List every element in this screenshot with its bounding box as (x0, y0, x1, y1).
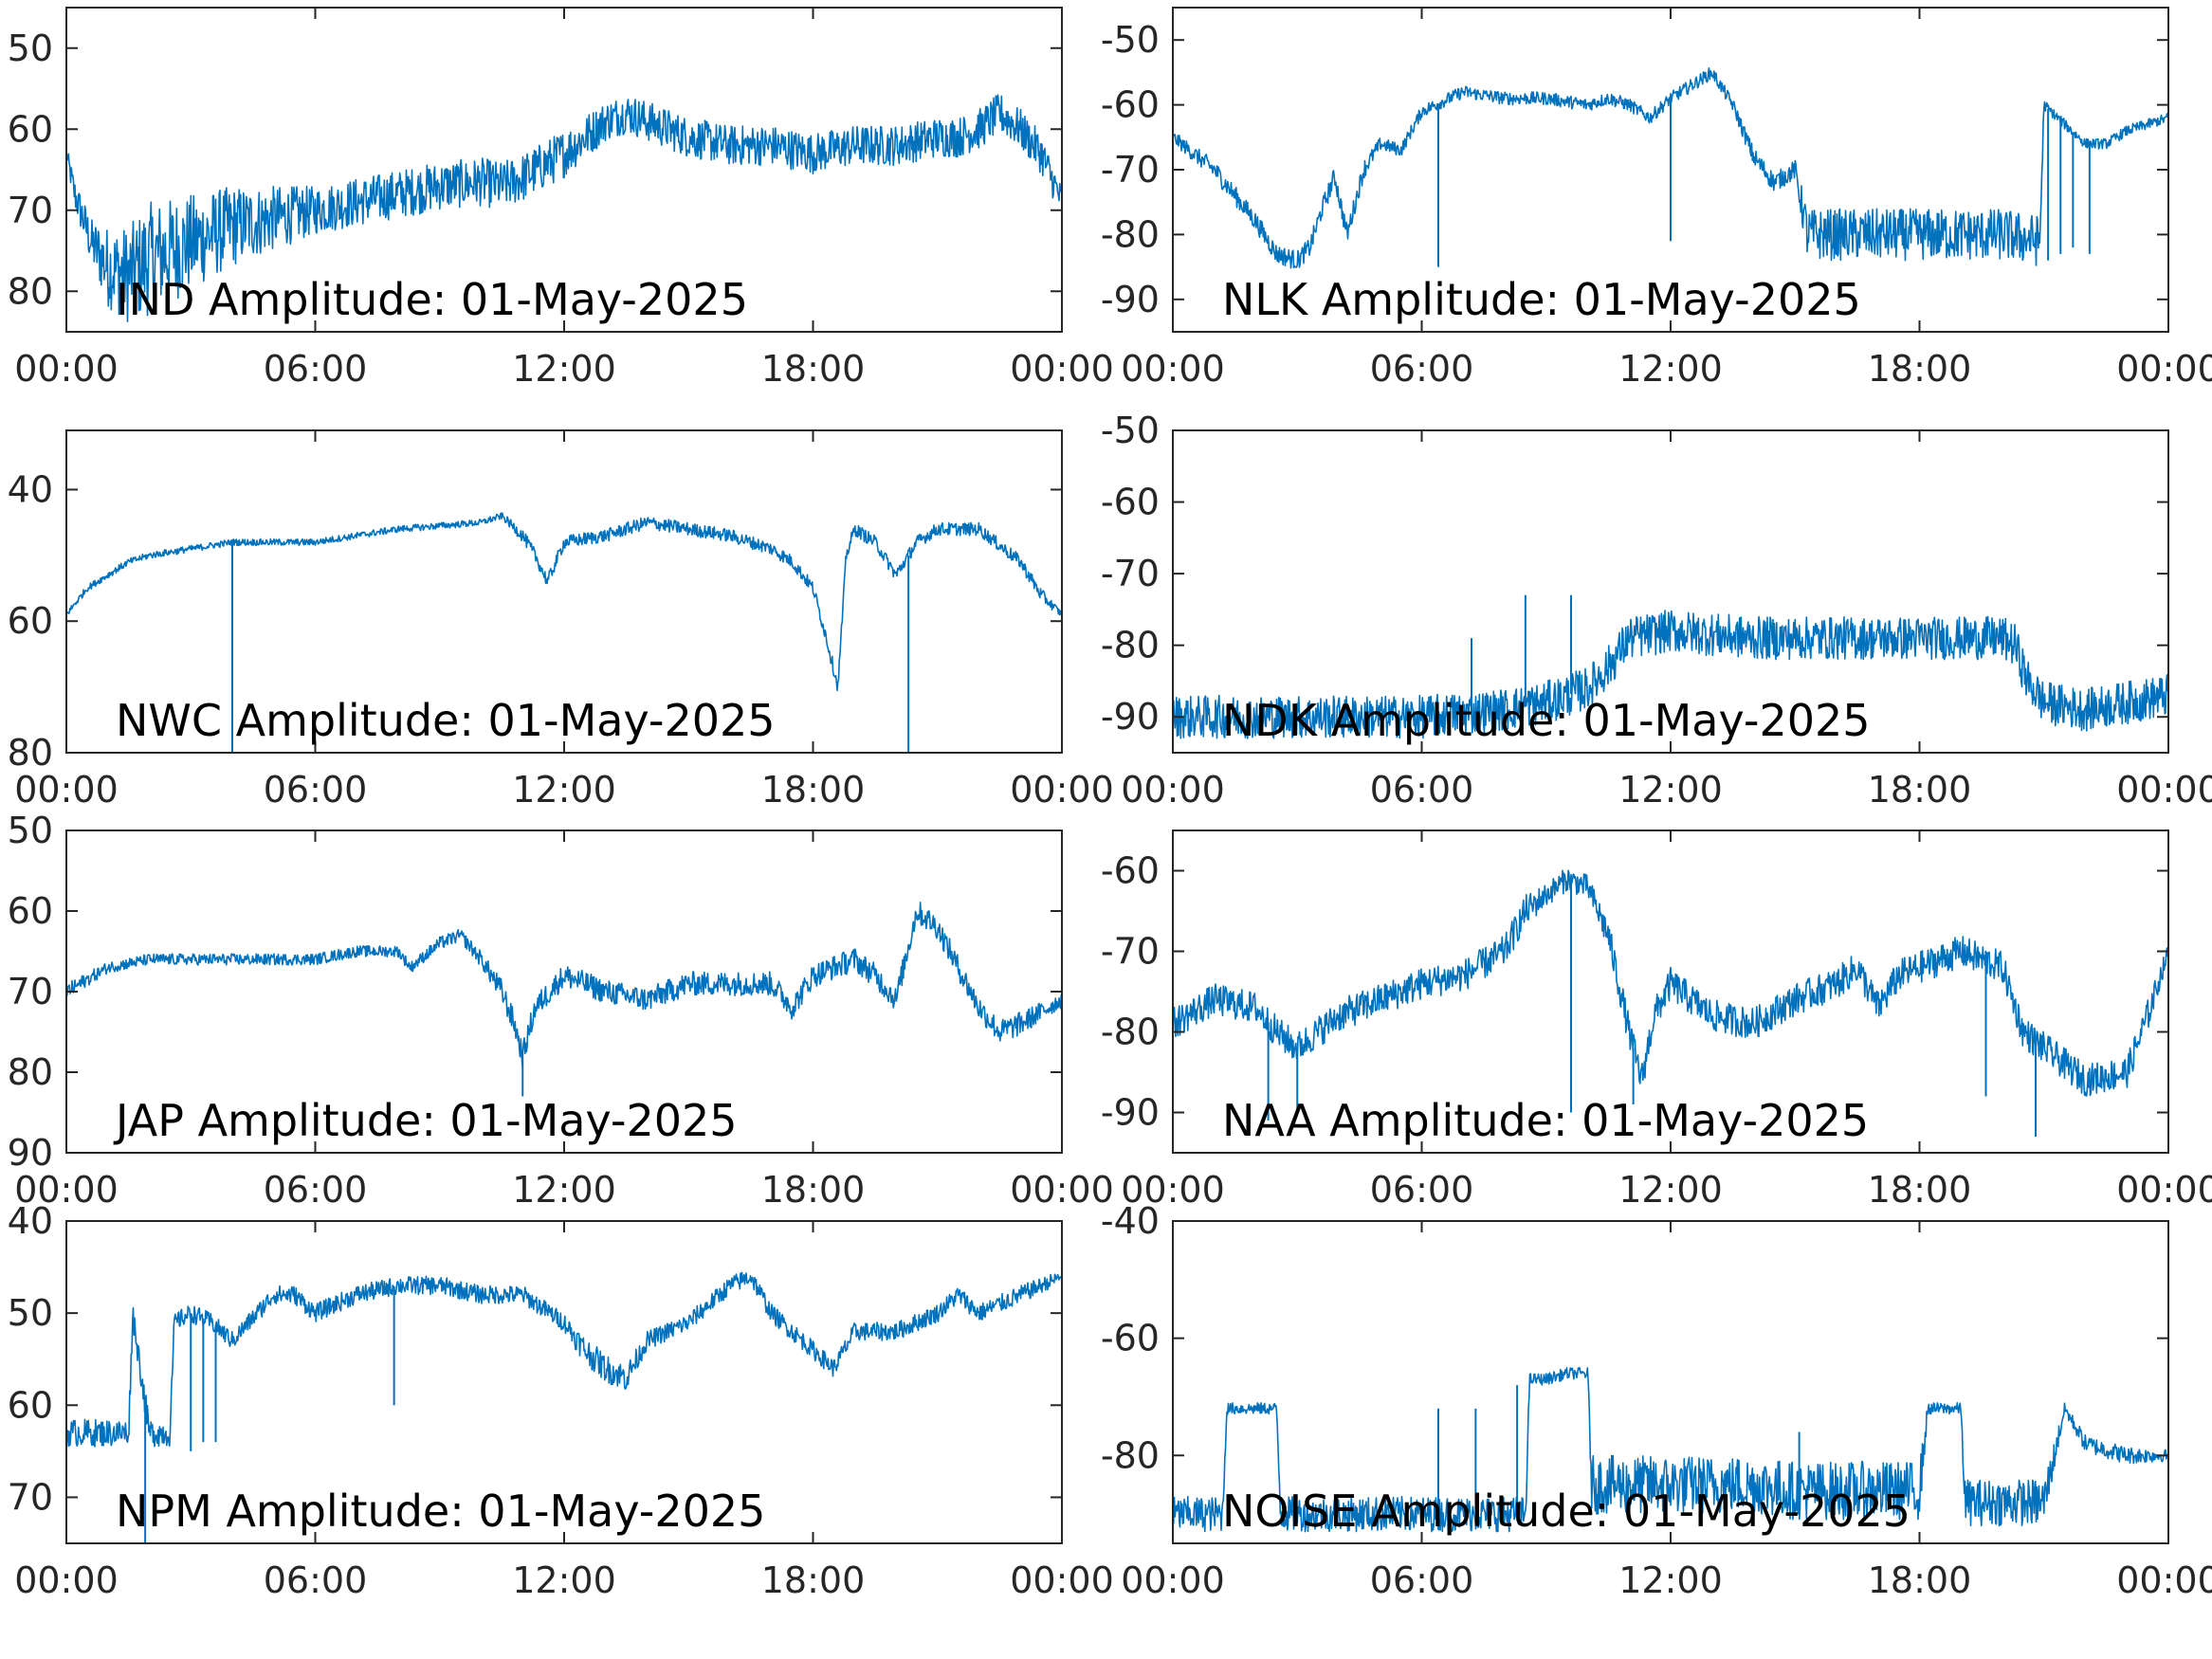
y-tick-label: -80 (1101, 213, 1160, 255)
subplot-title: NPM Amplitude: 01-May-2025 (116, 1486, 765, 1537)
subplot-4: 00:00 06:00 12:00 18:00 00:00 -50 -60 -70 -80 -90… (1101, 410, 2212, 811)
y-tick-label: -70 (1101, 553, 1160, 594)
y-tick-label: -70 (1101, 149, 1160, 191)
x-tick-label: 00:00 (1010, 1169, 1114, 1211)
x-tick-label: 00:00 (2116, 769, 2212, 811)
x-tick-label: 18:00 (1868, 769, 1972, 811)
subplot-1: 00:00 06:00 12:00 18:00 00:00 50 60 70 80 IND Amp… (8, 7, 1114, 390)
amplitude-trace (66, 512, 1062, 692)
x-tick-label: 06:00 (1370, 1169, 1474, 1211)
subplot-title: NWC Amplitude: 01-May-2025 (116, 695, 776, 746)
x-tick-label: 00:00 (1121, 769, 1225, 811)
x-tick-label: 06:00 (1370, 769, 1474, 811)
y-tick-label: 60 (8, 890, 53, 932)
x-tick-label: 00:00 (14, 769, 119, 811)
y-tick-label: 50 (8, 1292, 53, 1334)
x-tick-label: 12:00 (1618, 1169, 1723, 1211)
y-tick-label: 80 (8, 1051, 53, 1093)
x-tick-label: 00:00 (14, 1559, 119, 1601)
subplot-6: 00:00 06:00 12:00 18:00 00:00 -60 -70 -80 -90 NAA… (1101, 830, 2212, 1211)
amplitude-trace (1173, 610, 2168, 739)
y-tick-label: 40 (8, 1200, 53, 1242)
x-tick-label: 00:00 (1010, 1559, 1114, 1601)
y-tick-label: -90 (1101, 279, 1160, 320)
x-tick-label: 00:00 (1121, 348, 1225, 390)
subplot-3: 00:00 06:00 12:00 18:00 00:00 40 60 80 NWC Ampli… (8, 429, 1114, 811)
amplitude-trace (66, 94, 1062, 322)
y-tick-label: 80 (8, 732, 53, 774)
amplitude-trace (66, 1271, 1062, 1448)
y-tick-label: 70 (8, 1476, 53, 1518)
y-tick-label: 80 (8, 270, 53, 312)
x-tick-label: 00:00 (1121, 1559, 1225, 1601)
x-tick-label: 18:00 (1868, 348, 1972, 390)
y-tick-label: -60 (1101, 84, 1160, 126)
subplot-5: 00:00 06:00 12:00 18:00 00:00 50 60 70 80 90 JAP A… (8, 810, 1114, 1211)
x-tick-label: 00:00 (1121, 1169, 1225, 1211)
x-tick-label: 12:00 (512, 1169, 616, 1211)
amplitude-trace (1173, 1366, 2168, 1533)
x-tick-label: 00:00 (2116, 348, 2212, 390)
x-tick-label: 18:00 (761, 1169, 866, 1211)
x-tick-label: 06:00 (264, 1559, 368, 1601)
y-tick-label: 90 (8, 1132, 53, 1174)
y-tick-label: 70 (8, 971, 53, 1012)
x-tick-label: 00:00 (1010, 769, 1114, 811)
subplot-title: NLK Amplitude: 01-May-2025 (1222, 274, 1861, 325)
y-tick-label: 70 (8, 190, 53, 231)
x-tick-label: 12:00 (512, 1559, 616, 1601)
y-tick-label: -40 (1101, 1200, 1160, 1242)
x-tick-label: 18:00 (761, 769, 866, 811)
x-tick-label: 00:00 (14, 348, 119, 390)
amplitude-trace (1173, 869, 2168, 1097)
x-tick-label: 12:00 (512, 348, 616, 390)
x-tick-label: 12:00 (1618, 348, 1723, 390)
subplot-title: IND Amplitude: 01-May-2025 (116, 274, 748, 325)
y-tick-label: -80 (1101, 1012, 1160, 1053)
y-tick-label: 40 (8, 468, 53, 510)
subplot-title: NOISE Amplitude: 01-May-2025 (1222, 1486, 1910, 1537)
y-tick-label: -60 (1101, 850, 1160, 892)
y-tick-label: -60 (1101, 1318, 1160, 1359)
y-tick-label: 50 (8, 27, 53, 69)
y-tick-label: 60 (8, 600, 53, 642)
y-tick-label: 60 (8, 1384, 53, 1426)
y-tick-label: -50 (1101, 410, 1160, 451)
y-tick-label: -70 (1101, 931, 1160, 973)
y-tick-label: 50 (8, 810, 53, 851)
x-tick-label: 12:00 (512, 769, 616, 811)
x-tick-label: 06:00 (1370, 348, 1474, 390)
subplot-title: JAP Amplitude: 01-May-2025 (113, 1095, 738, 1146)
y-tick-label: -90 (1101, 696, 1160, 738)
subplot-8: 00:00 06:00 12:00 18:00 00:00 -40 -60 -80 NOISE … (1101, 1200, 2212, 1601)
x-tick-label: 18:00 (1868, 1169, 1972, 1211)
x-tick-label: 06:00 (264, 1169, 368, 1211)
x-tick-label: 00:00 (1010, 348, 1114, 390)
y-tick-label: -50 (1101, 19, 1160, 61)
y-tick-label: 60 (8, 108, 53, 150)
subplot-title: NAA Amplitude: 01-May-2025 (1222, 1095, 1869, 1146)
x-tick-label: 06:00 (264, 348, 368, 390)
x-tick-label: 12:00 (1618, 769, 1723, 811)
y-tick-label: -90 (1101, 1092, 1160, 1134)
y-tick-label: -80 (1101, 625, 1160, 666)
x-tick-label: 00:00 (2116, 1559, 2212, 1601)
x-tick-label: 18:00 (761, 1559, 866, 1601)
subplot-7: 00:00 06:00 12:00 18:00 00:00 40 50 60 70 NPM Amp… (8, 1200, 1114, 1601)
amplitude-trace (1173, 67, 2168, 269)
subplot-title: NDK Amplitude: 01-May-2025 (1222, 695, 1871, 746)
x-tick-label: 00:00 (2116, 1169, 2212, 1211)
y-tick-label: -80 (1101, 1434, 1160, 1476)
x-tick-label: 06:00 (264, 769, 368, 811)
x-tick-label: 12:00 (1618, 1559, 1723, 1601)
y-tick-label: -60 (1101, 482, 1160, 523)
x-tick-label: 06:00 (1370, 1559, 1474, 1601)
x-tick-label: 00:00 (14, 1169, 119, 1211)
x-tick-label: 18:00 (1868, 1559, 1972, 1601)
x-tick-label: 18:00 (761, 348, 866, 390)
amplitude-trace (66, 902, 1062, 1067)
subplot-2: 00:00 06:00 12:00 18:00 00:00 -50 -60 -70 -80 -90… (1101, 7, 2212, 390)
